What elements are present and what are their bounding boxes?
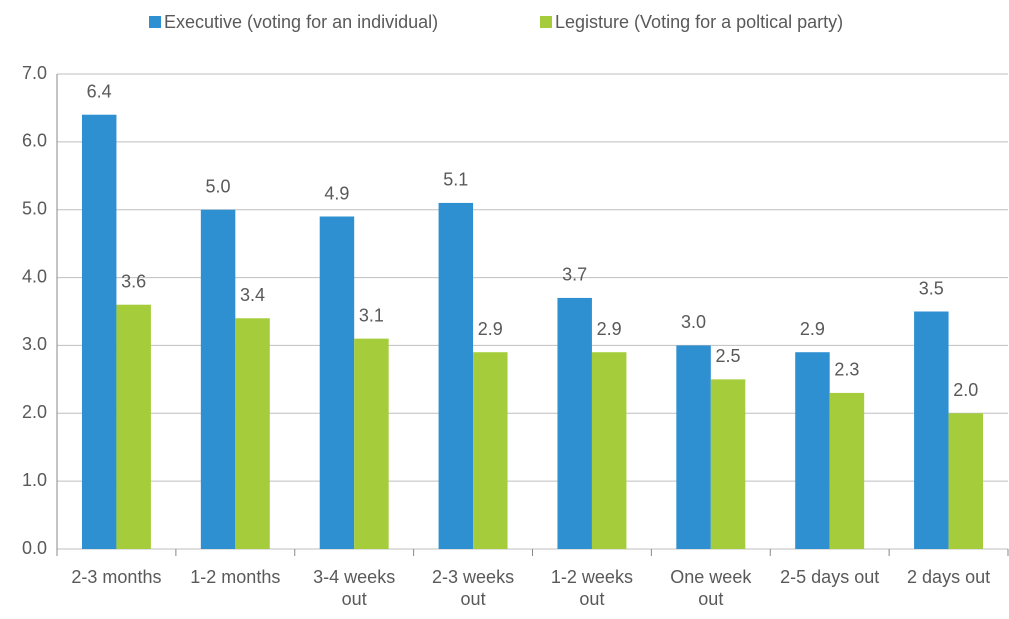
x-tick-label: One week out [670,567,752,609]
data-label: 2.9 [478,319,503,339]
legend-label: Legisture (Voting for a poltical party) [555,12,843,32]
data-label: 2.9 [800,319,825,339]
data-label: 3.5 [919,278,944,298]
legend-label: Executive (voting for an individual) [164,12,438,32]
bar [116,304,151,549]
y-tick-label: 3.0 [22,334,47,354]
bar [354,338,389,549]
legend-swatch [540,16,552,28]
data-label: 2.5 [716,346,741,366]
bar [829,392,865,549]
data-label: 4.9 [324,183,349,203]
bar [200,209,236,549]
x-tick-label: 2-3 months [71,567,162,587]
y-tick-label: 4.0 [22,266,47,286]
x-tick-label: 2 days out [907,567,991,587]
x-tick-label: 2-3 weeks out [432,567,515,609]
data-label: 3.0 [681,312,706,332]
data-label: 3.1 [359,305,384,325]
x-tick-label: 2-5 days out [780,567,880,587]
bar [557,297,592,549]
bar [438,202,474,549]
bar [591,352,627,549]
data-label: 3.6 [121,271,146,291]
bar [319,216,355,549]
bar [710,379,746,549]
y-tick-label: 7.0 [22,63,47,83]
data-label: 3.4 [240,285,265,305]
data-label: 6.4 [87,81,112,101]
x-tick-label: 1-2 weeks out [550,567,633,609]
y-tick-label: 5.0 [22,198,47,218]
bar [948,413,984,549]
data-label: 3.7 [562,265,587,285]
y-tick-label: 1.0 [22,470,47,490]
bar [81,114,117,549]
bar [795,352,830,549]
y-tick-label: 6.0 [22,131,47,151]
bar [676,345,711,549]
data-label: 5.1 [443,170,468,190]
data-label: 2.0 [953,380,978,400]
data-label: 5.0 [206,176,231,196]
data-label: 2.3 [834,360,859,380]
x-tick-label: 3-4 weeks out [313,567,396,609]
bar [473,352,508,549]
y-tick-label: 0.0 [22,538,47,558]
legend-swatch [149,16,161,28]
y-tick-label: 2.0 [22,402,47,422]
bar [235,318,270,549]
data-label: 2.9 [597,319,622,339]
bar [914,311,949,549]
x-tick-label: 1-2 months [190,567,281,587]
